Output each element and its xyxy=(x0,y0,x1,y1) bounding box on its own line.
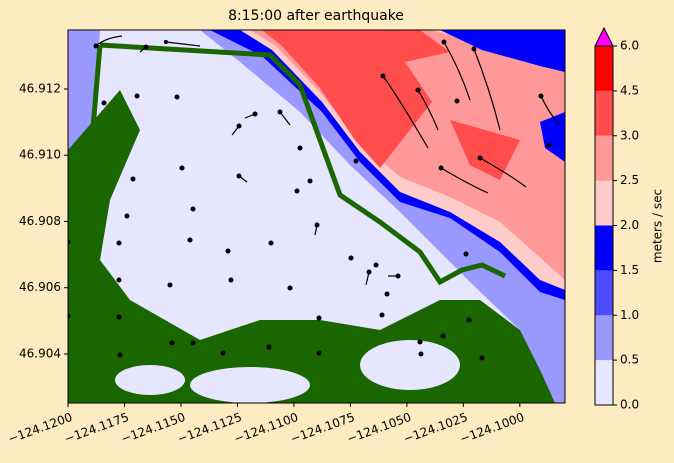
y-tick-label: 46.904 xyxy=(19,346,61,360)
x-tick-label: −124.1200 xyxy=(6,410,74,446)
colorbar-tick-label: 2.5 xyxy=(620,173,639,187)
x-tick-label: −124.1175 xyxy=(63,410,131,446)
x-tick-label: −124.1075 xyxy=(289,410,357,446)
region xyxy=(440,30,565,72)
x-tick-label: −124.1125 xyxy=(176,410,244,446)
y-tick-label: 46.908 xyxy=(19,214,61,228)
y-tick-label: 46.910 xyxy=(19,148,61,162)
colorbar-band xyxy=(595,225,613,271)
colorbar-band xyxy=(595,46,613,91)
plot-frame xyxy=(67,29,566,404)
y-tick-label: 46.906 xyxy=(19,280,61,294)
region xyxy=(190,367,310,403)
map xyxy=(68,30,565,403)
x-tick-label: −124.1025 xyxy=(402,410,470,446)
colorbar-tick-label: 6.0 xyxy=(620,39,639,53)
region xyxy=(115,365,185,395)
x-tick-label: −124.1100 xyxy=(232,410,300,446)
colorbar-tick-label: 1.0 xyxy=(620,308,639,322)
colorbar-tick-label: 0.5 xyxy=(620,353,639,367)
x-tick-label: −124.1050 xyxy=(345,410,413,446)
colorbar-band xyxy=(595,270,613,316)
colorbar-label: meters / sec xyxy=(651,189,665,263)
x-tick-label: −124.1000 xyxy=(458,410,526,446)
y-tick-label: 46.912 xyxy=(19,81,61,95)
colorbar-tick-label: 1.5 xyxy=(620,263,639,277)
velocity-arrows xyxy=(68,35,561,361)
colorbar-tick-label: 2.0 xyxy=(620,218,639,232)
colorbar-tick-label: 4.5 xyxy=(620,83,639,97)
road xyxy=(99,42,507,286)
land xyxy=(68,90,555,403)
region xyxy=(450,120,520,180)
colorbar-band xyxy=(595,315,613,361)
region xyxy=(360,340,460,390)
chart-title: 8:15:00 after earthquake xyxy=(228,8,404,24)
colorbar-tick-label: 3.0 xyxy=(620,128,639,142)
colorbar-tick-label: 0.0 xyxy=(620,398,639,412)
colorbar-band xyxy=(595,360,613,405)
region xyxy=(150,215,270,305)
road xyxy=(79,44,103,251)
colorbar-extend xyxy=(594,26,614,47)
colorbar-band xyxy=(595,180,613,226)
colorbar-band xyxy=(595,90,613,136)
region xyxy=(262,30,450,168)
x-tick-label: −124.1150 xyxy=(119,410,187,446)
colorbar-band xyxy=(595,135,613,181)
